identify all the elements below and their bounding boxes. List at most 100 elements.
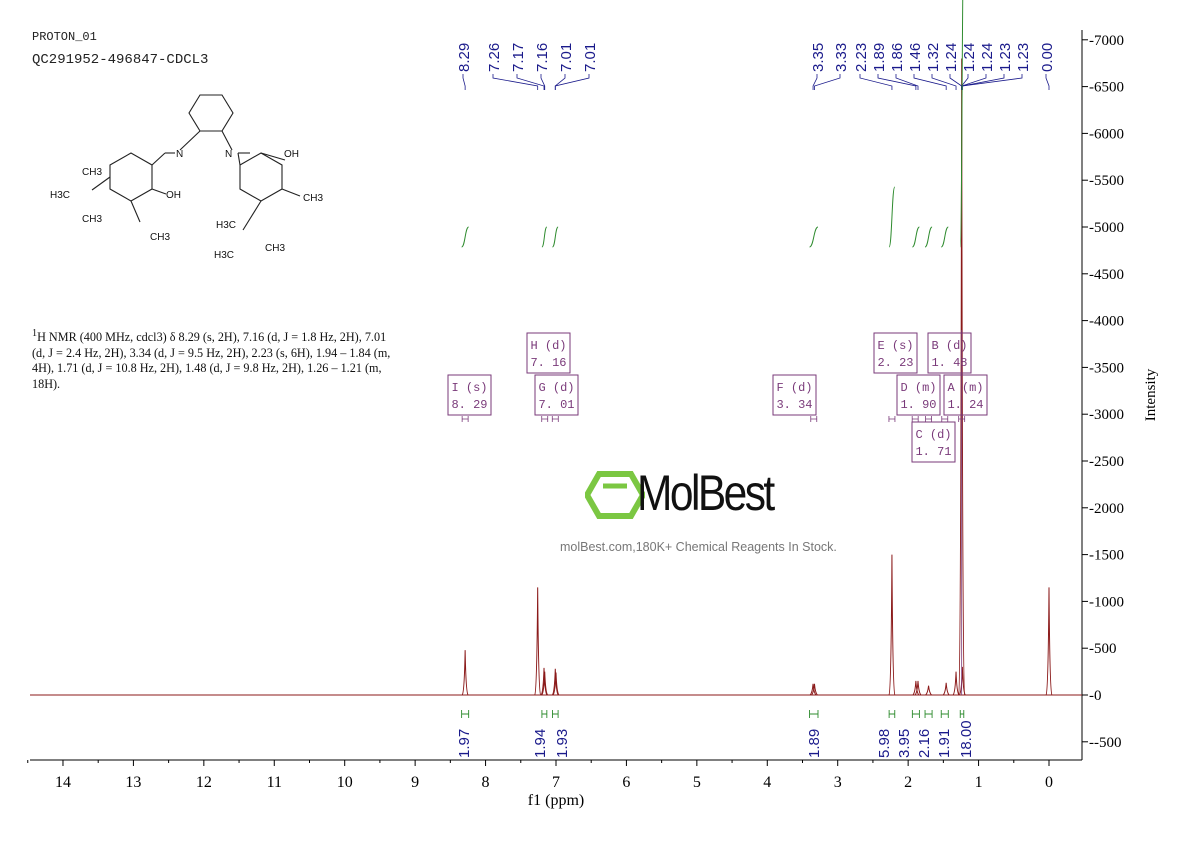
peak-label: 1.23 <box>997 43 1014 72</box>
y-tick-label: -5500 <box>1089 173 1124 189</box>
peak-label-connector <box>1045 74 1050 90</box>
y-tick-label: -500 <box>1089 641 1117 657</box>
multiplet-range-marker <box>461 416 469 422</box>
peak-label-connector <box>540 74 546 90</box>
integral-bracket <box>888 710 896 718</box>
y-tick-label: -2000 <box>1089 501 1124 517</box>
spectrum-peak <box>952 671 960 696</box>
multiplet-range-marker <box>888 416 896 422</box>
integral-bracket <box>911 710 920 718</box>
spectrum-peak <box>958 666 966 696</box>
multiplet-range-marker <box>925 416 932 422</box>
peak-label-connector <box>913 74 947 90</box>
hexagon-logo-icon <box>583 471 647 519</box>
peak-label-connector <box>516 74 545 90</box>
multiplet-id: A (m) <box>947 381 983 395</box>
integral-bracket <box>541 710 548 718</box>
x-tick-label: 2 <box>904 774 912 791</box>
peak-label-connector <box>961 74 1023 90</box>
x-tick-label: 11 <box>267 774 282 791</box>
peak-label-connector <box>492 74 539 90</box>
x-tick-label: 0 <box>1045 774 1053 791</box>
peak-label: 7.17 <box>510 43 527 72</box>
integral-bracket <box>924 710 933 718</box>
integral-curve <box>541 226 548 248</box>
integral-curve <box>888 186 896 248</box>
integral-value: 1.94 <box>532 729 549 758</box>
integral-curve <box>912 226 920 248</box>
integral-curve <box>461 226 469 248</box>
spectrum-peak <box>540 667 548 696</box>
spectrum-peak <box>551 668 559 696</box>
spectrum-peak <box>552 672 560 696</box>
peak-label: 1.89 <box>871 43 888 72</box>
multiplet-id: B (d) <box>931 339 967 353</box>
spectrum-peak <box>958 58 966 696</box>
multiplet-range-marker <box>551 416 559 422</box>
integral-value: 1.93 <box>554 729 571 758</box>
integral-value: 18.00 <box>958 720 975 758</box>
atom-label: CH3 <box>82 167 102 178</box>
peak-label: 7.16 <box>534 43 551 72</box>
integral-bracket <box>461 710 470 718</box>
multiplet-shift: 3. 34 <box>776 398 812 412</box>
peak-label: 1.24 <box>979 43 996 72</box>
integral-value: 1.97 <box>456 729 473 758</box>
integral-bracket <box>809 710 819 718</box>
y-tick-label: -6500 <box>1089 80 1124 96</box>
y-tick-label: -6000 <box>1089 126 1124 142</box>
multiplet-box <box>927 332 972 374</box>
integral-value: 3.95 <box>896 729 913 758</box>
y-tick-label: -3500 <box>1089 360 1124 376</box>
peak-label: 1.86 <box>889 43 906 72</box>
multiplet-box <box>526 332 571 374</box>
multiplet-range-marker <box>911 416 919 422</box>
sample-name: QC291952-496847-CDCL3 <box>32 52 209 68</box>
integral-curve <box>924 226 933 248</box>
multiplet-id: C (d) <box>915 428 951 442</box>
multiplet-shift: 1. 90 <box>900 398 936 412</box>
integral-curve <box>940 226 949 248</box>
multiplet-box <box>873 332 918 374</box>
multiplet-id: G (d) <box>538 381 574 395</box>
y-tick-label: -4500 <box>1089 267 1124 283</box>
peak-label: 8.29 <box>456 43 473 72</box>
integral-curve <box>551 226 559 248</box>
peak-label: 1.24 <box>961 43 978 72</box>
spectrum-peak <box>534 587 542 696</box>
peak-label: 2.23 <box>853 43 870 72</box>
peak-label-connector <box>931 74 957 90</box>
multiplet-id: F (d) <box>776 381 812 395</box>
peak-label-connector <box>554 74 590 90</box>
multiplet-range-marker <box>810 416 818 422</box>
isotope-superscript: 1 <box>32 328 38 339</box>
integral-value: 1.89 <box>806 729 823 758</box>
nmr-description: 1H NMR (400 MHz, cdcl3) δ 8.29 (s, 2H), … <box>32 326 392 392</box>
x-tick-label: 10 <box>337 774 353 791</box>
peak-label-connector <box>554 74 566 90</box>
multiplet-box <box>943 374 988 416</box>
multiplet-box <box>896 374 941 416</box>
multiplet-box <box>772 374 817 416</box>
experiment-name: PROTON_01 <box>32 30 97 44</box>
peak-label: 3.33 <box>833 43 850 72</box>
atom-label: H3C <box>214 250 234 261</box>
spectrum-peak <box>1045 587 1053 696</box>
y-tick-label: -5000 <box>1089 220 1124 236</box>
integral-bracket <box>959 710 965 718</box>
watermark-tagline: molBest.com,180K+ Chemical Reagents In S… <box>560 540 837 554</box>
nmr-description-text: H NMR (400 MHz, cdcl3) δ 8.29 (s, 2H), 7… <box>32 330 391 391</box>
integral-value: 1.91 <box>936 729 953 758</box>
spectrum-peak <box>461 650 469 696</box>
multiplet-range-marker <box>941 416 949 422</box>
peak-label: 1.23 <box>1015 43 1032 72</box>
atom-label: CH3 <box>82 214 102 225</box>
integral-bracket <box>940 710 949 718</box>
spectrum-peak <box>811 683 818 696</box>
multiplet-box <box>534 374 579 416</box>
peak-label-connector <box>877 74 917 90</box>
spectrum-peak <box>942 682 950 696</box>
watermark-logo: MolBest <box>583 465 775 525</box>
peak-label: 7.01 <box>582 43 599 72</box>
x-tick-label: 9 <box>411 774 419 791</box>
